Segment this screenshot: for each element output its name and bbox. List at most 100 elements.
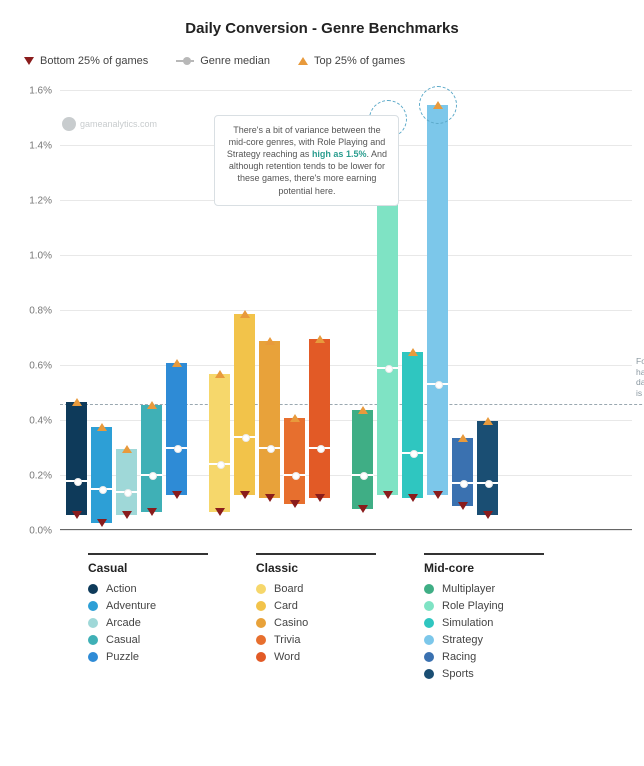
swatch-icon bbox=[256, 584, 266, 594]
median-marker bbox=[351, 474, 374, 476]
swatch-icon bbox=[256, 601, 266, 611]
legend-item-label: Racing bbox=[442, 651, 476, 663]
chart-title: Daily Conversion - Genre Benchmarks bbox=[12, 20, 632, 37]
triangle-down-icon bbox=[358, 505, 368, 513]
triangle-down-icon bbox=[240, 491, 250, 499]
swatch-icon bbox=[424, 584, 434, 594]
triangle-down-icon bbox=[383, 491, 393, 499]
legend-item: Multiplayer bbox=[424, 583, 544, 595]
legend-top25: Top 25% of games bbox=[298, 55, 405, 67]
swatch-icon bbox=[88, 618, 98, 628]
median-marker bbox=[90, 488, 113, 490]
median-marker bbox=[115, 491, 138, 493]
legend-label: Genre median bbox=[200, 55, 270, 67]
legend-group: CasualActionAdventureArcadeCasualPuzzle bbox=[88, 553, 208, 685]
legend-label: Top 25% of games bbox=[314, 55, 405, 67]
watermark-label: gameanalytics.com bbox=[80, 119, 157, 129]
triangle-up-icon bbox=[298, 57, 308, 65]
legend-item: Sports bbox=[424, 668, 544, 680]
triangle-up-icon bbox=[215, 370, 225, 378]
triangle-down-icon bbox=[147, 508, 157, 516]
gridline bbox=[60, 255, 632, 256]
bar-fill bbox=[427, 105, 448, 496]
y-tick-label: 0.6% bbox=[12, 361, 52, 372]
triangle-down-icon bbox=[458, 502, 468, 510]
legend-group-title: Casual bbox=[88, 553, 208, 575]
bar-fill bbox=[209, 374, 230, 512]
legend-item-label: Casino bbox=[274, 617, 308, 629]
legend-item: Role Playing bbox=[424, 600, 544, 612]
swatch-icon bbox=[88, 584, 98, 594]
bar-fill bbox=[166, 363, 187, 495]
triangle-down-icon bbox=[265, 494, 275, 502]
legend-item-label: Action bbox=[106, 583, 137, 595]
y-tick-label: 0.2% bbox=[12, 471, 52, 482]
median-marker bbox=[65, 480, 88, 482]
legend-item: Card bbox=[256, 600, 376, 612]
legend-item: Arcade bbox=[88, 617, 208, 629]
legend-item-label: Role Playing bbox=[442, 600, 504, 612]
highlight-ring bbox=[419, 86, 457, 124]
swatch-icon bbox=[88, 635, 98, 645]
triangle-up-icon bbox=[147, 401, 157, 409]
bar-board bbox=[209, 374, 230, 531]
swatch-icon bbox=[424, 669, 434, 679]
median-marker bbox=[140, 474, 163, 476]
triangle-down-icon bbox=[433, 491, 443, 499]
triangle-up-icon bbox=[72, 398, 82, 406]
legend-label: Bottom 25% of games bbox=[40, 55, 148, 67]
median-marker bbox=[451, 482, 474, 484]
triangle-down-icon bbox=[315, 494, 325, 502]
swatch-icon bbox=[256, 652, 266, 662]
median-marker bbox=[401, 452, 424, 454]
y-tick-label: 0.4% bbox=[12, 416, 52, 427]
triangle-up-icon bbox=[172, 359, 182, 367]
triangle-down-icon bbox=[290, 500, 300, 508]
triangle-down-icon bbox=[172, 491, 182, 499]
bar-action bbox=[66, 402, 87, 531]
bar-casino bbox=[259, 341, 280, 531]
gridline bbox=[60, 365, 632, 366]
legend-item: Racing bbox=[424, 651, 544, 663]
swatch-icon bbox=[256, 635, 266, 645]
legend-item-label: Multiplayer bbox=[442, 583, 495, 595]
y-tick-label: 0.8% bbox=[12, 306, 52, 317]
median-marker bbox=[258, 447, 281, 449]
bar-word bbox=[309, 339, 330, 532]
legend-item: Simulation bbox=[424, 617, 544, 629]
bar-fill bbox=[234, 314, 255, 496]
triangle-up-icon bbox=[358, 406, 368, 414]
legend-group: ClassicBoardCardCasinoTriviaWord bbox=[256, 553, 376, 685]
bar-sports bbox=[477, 421, 498, 531]
legend-group-title: Mid-core bbox=[424, 553, 544, 575]
bar-fill bbox=[141, 405, 162, 512]
median-marker-icon bbox=[176, 60, 194, 62]
gridline bbox=[60, 310, 632, 311]
median-marker bbox=[208, 463, 231, 465]
bar-fill bbox=[452, 438, 473, 507]
legend-item: Board bbox=[256, 583, 376, 595]
legend-top: Bottom 25% of games Genre median Top 25%… bbox=[12, 55, 632, 67]
triangle-down-icon bbox=[97, 519, 107, 527]
legend-item-label: Trivia bbox=[274, 634, 300, 646]
legend-item-label: Board bbox=[274, 583, 303, 595]
triangle-down-icon bbox=[408, 494, 418, 502]
reference-note: For most genres, having over a 0.5% dail… bbox=[632, 356, 644, 399]
y-tick-label: 1.4% bbox=[12, 141, 52, 152]
median-marker bbox=[426, 383, 449, 385]
triangle-up-icon bbox=[458, 434, 468, 442]
bar-fill bbox=[91, 427, 112, 523]
bar-fill bbox=[66, 402, 87, 515]
bar-card bbox=[234, 314, 255, 531]
legend-item: Casino bbox=[256, 617, 376, 629]
triangle-down-icon bbox=[24, 57, 34, 65]
legend-item-label: Sports bbox=[442, 668, 474, 680]
triangle-up-icon bbox=[265, 337, 275, 345]
callout-highlight: high as 1.5% bbox=[312, 149, 367, 159]
bar-fill bbox=[259, 341, 280, 498]
triangle-up-icon bbox=[483, 417, 493, 425]
legend-item: Trivia bbox=[256, 634, 376, 646]
callout-box: There's a bit of variance between the mi… bbox=[214, 115, 399, 206]
bar-strategy bbox=[427, 105, 448, 531]
triangle-down-icon bbox=[483, 511, 493, 519]
